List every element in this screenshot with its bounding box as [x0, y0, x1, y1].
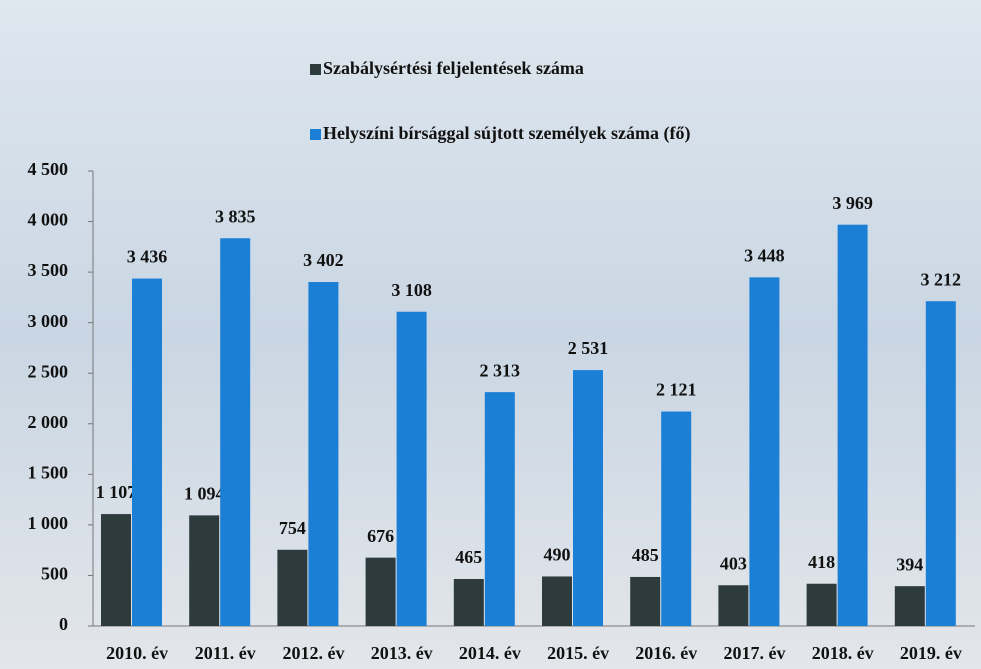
value-label: 676 [367, 526, 394, 546]
legend-swatch [310, 129, 321, 140]
bar [630, 577, 660, 626]
bar [277, 550, 307, 626]
value-label: 465 [455, 547, 482, 567]
y-tick-label: 4 000 [28, 210, 69, 230]
bar [573, 370, 603, 626]
bar [485, 392, 515, 626]
x-tick-label: 2017. év [724, 643, 786, 663]
x-tick-label: 2019. év [900, 643, 962, 663]
chart: 0 500 1 000 1 500 2 000 2 500 3 000 3 500 4 000 4… [0, 0, 981, 669]
value-label: 2 531 [568, 338, 609, 358]
x-tick-label: 2018. év [812, 643, 874, 663]
bar [101, 514, 131, 626]
legend-swatch [310, 64, 321, 75]
value-label: 418 [808, 552, 835, 572]
value-label: 754 [279, 518, 306, 538]
bar [189, 515, 219, 626]
x-tick-label: 2010. év [106, 643, 168, 663]
bar [132, 279, 162, 626]
x-tick-label: 2016. év [635, 643, 697, 663]
bar [807, 584, 837, 626]
value-label: 3 108 [391, 280, 432, 300]
value-label: 403 [720, 553, 747, 573]
y-tick-label: 2 500 [28, 361, 69, 381]
x-tick-label: 2012. év [283, 643, 345, 663]
bar [397, 312, 427, 626]
y-tick-label: 0 [59, 614, 68, 634]
value-label: 3 436 [127, 247, 168, 267]
value-label: 3 402 [303, 250, 344, 270]
bar [542, 576, 572, 626]
bar [454, 579, 484, 626]
y-tick-label: 1 500 [28, 462, 69, 482]
y-tick-label: 3 000 [28, 311, 69, 331]
y-tick-label: 2 000 [28, 412, 69, 432]
y-tick-label: 4 500 [28, 159, 69, 179]
value-label: 3 835 [215, 206, 256, 226]
legend-label: Helyszíni bírsággal sújtott személyek sz… [323, 123, 690, 144]
legend-label: Szabálysértési feljelentések száma [323, 58, 584, 78]
value-label: 2 121 [656, 380, 697, 400]
bar [718, 585, 748, 626]
x-tick-label: 2013. év [371, 643, 433, 663]
y-tick-label: 500 [41, 564, 68, 584]
y-tick-label: 1 000 [28, 513, 69, 533]
value-label: 2 313 [480, 360, 521, 380]
bar [220, 238, 250, 626]
bar [308, 282, 338, 626]
value-label: 3 448 [744, 245, 785, 265]
x-tick-label: 2014. év [459, 643, 521, 663]
bar [895, 586, 925, 626]
value-label: 485 [632, 545, 659, 565]
value-label: 490 [544, 545, 571, 565]
value-label: 1 107 [96, 482, 137, 502]
value-label: 3 212 [921, 269, 962, 289]
value-label: 3 969 [832, 193, 873, 213]
bar [838, 225, 868, 626]
x-tick-label: 2011. év [195, 643, 256, 663]
bar [661, 412, 691, 626]
bar [926, 301, 956, 626]
x-tick-label: 2015. év [547, 643, 609, 663]
bar [749, 277, 779, 626]
y-tick-label: 3 500 [28, 260, 69, 280]
value-label: 394 [896, 554, 923, 574]
value-label: 1 094 [184, 484, 225, 504]
bar [366, 558, 396, 626]
